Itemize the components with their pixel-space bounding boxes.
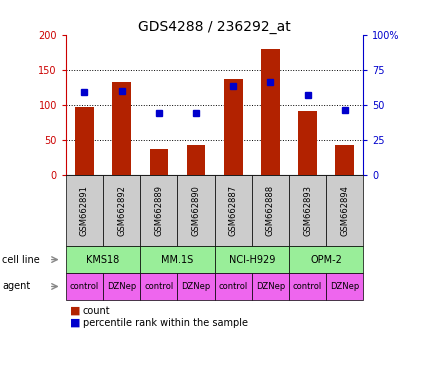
- Text: agent: agent: [2, 281, 30, 291]
- Bar: [335, 145, 354, 175]
- Text: ■: ■: [70, 318, 81, 328]
- Text: GSM662889: GSM662889: [154, 185, 163, 236]
- Bar: [261, 49, 280, 175]
- Bar: [298, 111, 317, 175]
- Text: percentile rank within the sample: percentile rank within the sample: [83, 318, 248, 328]
- Text: KMS18: KMS18: [86, 255, 120, 265]
- Text: DZNep: DZNep: [107, 282, 136, 291]
- Text: DZNep: DZNep: [256, 282, 285, 291]
- Text: control: control: [144, 282, 173, 291]
- Text: GSM662888: GSM662888: [266, 185, 275, 236]
- Text: MM.1S: MM.1S: [162, 255, 193, 265]
- Bar: [75, 107, 94, 175]
- Text: GSM662894: GSM662894: [340, 185, 349, 236]
- Text: GSM662887: GSM662887: [229, 185, 238, 236]
- Text: DZNep: DZNep: [181, 282, 211, 291]
- Text: GSM662890: GSM662890: [192, 185, 201, 236]
- Text: GSM662892: GSM662892: [117, 185, 126, 236]
- Text: DZNep: DZNep: [330, 282, 360, 291]
- Bar: [150, 149, 168, 175]
- Text: count: count: [83, 306, 110, 316]
- Text: OPM-2: OPM-2: [310, 255, 342, 265]
- Bar: [224, 79, 243, 175]
- Title: GDS4288 / 236292_at: GDS4288 / 236292_at: [138, 20, 291, 33]
- Text: control: control: [293, 282, 322, 291]
- Text: ■: ■: [70, 306, 81, 316]
- Bar: [112, 82, 131, 175]
- Text: GSM662891: GSM662891: [80, 185, 89, 236]
- Text: GSM662893: GSM662893: [303, 185, 312, 236]
- Text: NCI-H929: NCI-H929: [229, 255, 275, 265]
- Bar: [187, 145, 205, 175]
- Text: cell line: cell line: [2, 255, 40, 265]
- Text: control: control: [218, 282, 248, 291]
- Text: control: control: [70, 282, 99, 291]
